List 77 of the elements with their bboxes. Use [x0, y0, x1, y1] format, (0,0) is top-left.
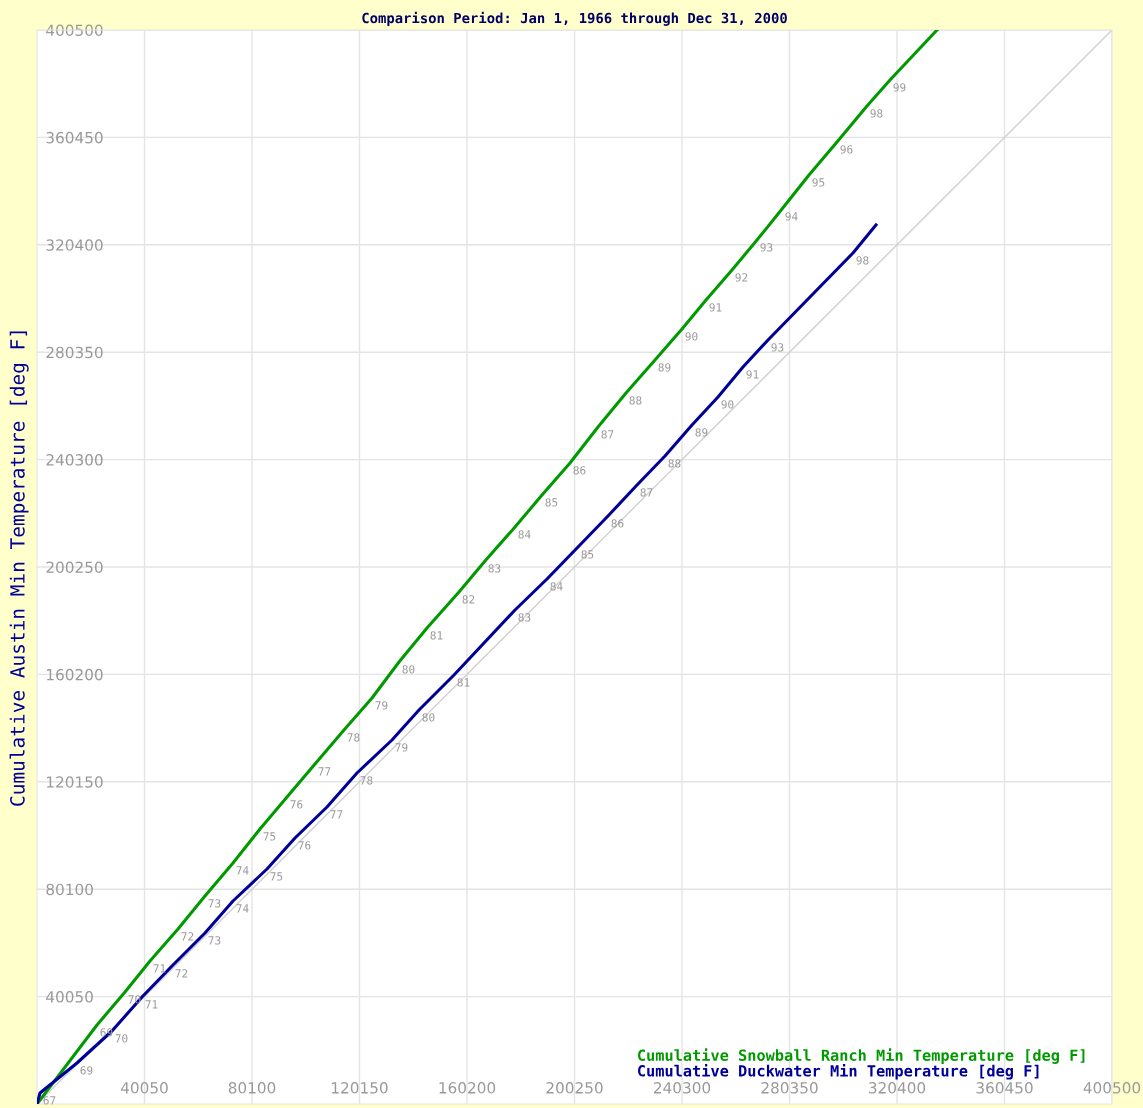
x-tick-label: 40050	[120, 1082, 168, 1094]
annotation: 90	[721, 400, 734, 409]
y-tick-label: 40050	[46, 991, 93, 1003]
annotation: 87	[601, 430, 614, 439]
annotation: 71	[153, 964, 166, 973]
annotation: 75	[270, 872, 283, 881]
y-axis-title: Cumulative Austin Min Temperature [deg F]	[9, 331, 29, 806]
annotation: 83	[488, 564, 501, 573]
annotation: 93	[760, 243, 773, 252]
x-tick-label: 160200	[439, 1082, 496, 1094]
text: Cumulative Duckwater Min Temperature [deg F]	[638, 1063, 1039, 1080]
y-tick-label: 400500	[46, 24, 103, 37]
annotation: 98	[870, 109, 883, 118]
annotation: 80	[422, 713, 435, 722]
annotation: 78	[360, 776, 373, 785]
annotation: 99	[893, 83, 906, 92]
annotation: 85	[581, 550, 594, 559]
annotation: 79	[375, 701, 388, 710]
annotation: 88	[629, 396, 642, 405]
annotation: 89	[695, 428, 708, 437]
annotation: 72	[175, 969, 188, 978]
y-tick-label: 280350	[46, 346, 103, 359]
annotation: 73	[208, 899, 221, 908]
annotation: 95	[812, 178, 825, 187]
annotation: 88	[668, 459, 681, 468]
annotation: 75	[263, 832, 276, 841]
annotation: 81	[457, 678, 470, 687]
annotation: 87	[640, 488, 653, 497]
text: Cumulative Snowball Ranch Min Temperature [deg F]	[638, 1048, 1085, 1064]
annotation: 73	[208, 936, 221, 945]
x-tick-label: 280350	[761, 1082, 818, 1094]
annotation: 91	[709, 303, 722, 312]
annotation: 74	[236, 866, 249, 875]
annotation: 92	[735, 273, 748, 282]
annotation: 76	[298, 841, 311, 850]
annotation: 96	[840, 145, 853, 154]
annotation: 72	[181, 932, 194, 941]
annotation: 93	[771, 343, 784, 352]
annotation: 84	[550, 582, 563, 591]
annotation: 91	[746, 370, 759, 379]
annotation: 71	[145, 1000, 158, 1009]
annotation: 85	[545, 498, 558, 507]
annotation: 74	[236, 904, 249, 913]
y-tick-label: 80100	[46, 883, 93, 896]
x-tick-label: 320400	[869, 1082, 926, 1094]
annotation: 94	[785, 212, 798, 221]
annotation: 79	[395, 743, 408, 752]
x-tick-label: 400500	[1083, 1082, 1141, 1094]
annotation: 81	[430, 631, 443, 640]
annotation: 77	[330, 810, 343, 819]
annotation: 90	[685, 332, 698, 341]
annotation: 86	[611, 519, 624, 528]
annotation: 89	[658, 363, 671, 372]
x-tick-label: 360450	[976, 1082, 1033, 1094]
y-tick-label: 120150	[47, 776, 103, 788]
x-tick-label: 200250	[546, 1082, 603, 1094]
annotation: 78	[347, 733, 360, 742]
annotation: 67	[43, 1096, 56, 1105]
y-tick-label: 160200	[47, 668, 103, 681]
x-tick-label: 240300	[653, 1082, 711, 1094]
y-tick-label: 360450	[46, 131, 103, 144]
annotation: 77	[318, 767, 331, 776]
annotation: 82	[462, 595, 475, 604]
annotation: 83	[518, 613, 531, 622]
annotation: 69	[80, 1066, 93, 1075]
annotation: 80	[402, 665, 415, 674]
annotation: 86	[573, 466, 586, 475]
annotation: 70	[115, 1034, 128, 1043]
chart-title: Comparison Period: Jan 1, 1966 through Dec 31, 2000	[362, 11, 787, 26]
annotation: 84	[518, 530, 531, 539]
x-tick-label: 80100	[228, 1082, 276, 1094]
annotation: 98	[856, 256, 869, 265]
y-tick-label: 240300	[46, 454, 103, 466]
y-tick-label: 200250	[46, 561, 103, 574]
annotation: 76	[290, 800, 303, 809]
x-tick-label: 120150	[332, 1082, 388, 1094]
y-tick-label: 320400	[46, 239, 103, 251]
